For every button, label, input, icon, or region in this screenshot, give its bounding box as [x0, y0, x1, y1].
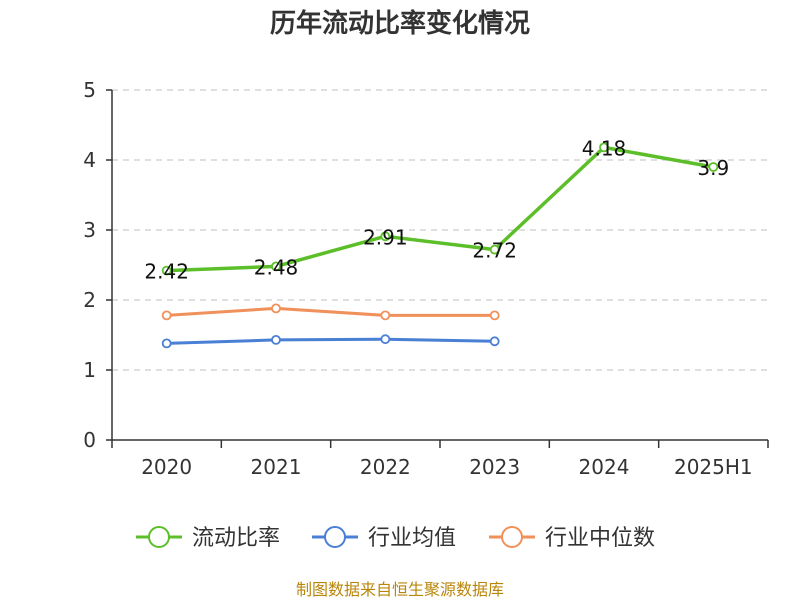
data-point — [271, 334, 281, 345]
legend[interactable]: 流动比率 行业均值 行业中位数 — [136, 526, 655, 551]
x-tick-label: 2020 — [141, 455, 192, 479]
data-point — [599, 142, 609, 153]
data-point — [161, 310, 172, 321]
data-labels: 2.42 2.48 2.91 2.72 4.18 3.9 — [144, 136, 729, 283]
legend-item-1[interactable]: 行业均值 — [312, 526, 456, 551]
series-line-0 — [166, 145, 714, 273]
legend-swatch-marker — [501, 526, 523, 548]
data-point — [161, 338, 172, 349]
series-line-2 — [166, 306, 495, 317]
data-point — [380, 310, 391, 321]
y-tick-label: 3 — [83, 218, 96, 242]
chart-title: 历年流动比率变化情况 — [270, 8, 530, 39]
grid — [112, 89, 768, 371]
data-point — [489, 310, 500, 321]
legend-swatch-marker — [324, 526, 346, 548]
x-tick-label: 2025H1 — [674, 455, 753, 479]
legend-label: 流动比率 — [192, 526, 280, 551]
y-tick-label: 1 — [83, 358, 96, 382]
data-point — [271, 303, 281, 314]
data-point — [161, 265, 172, 276]
y-tick-label: 0 — [83, 428, 96, 452]
x-tick-label: 2023 — [469, 455, 520, 479]
data-label: 2.91 — [363, 225, 408, 249]
data-point — [380, 334, 391, 345]
x-tick-label: 2021 — [251, 455, 302, 479]
legend-item-0[interactable]: 流动比率 — [136, 526, 280, 551]
data-point — [271, 261, 281, 272]
legend-item-2[interactable]: 行业中位数 — [489, 526, 655, 551]
source-note: 制图数据来自恒生聚源数据库 — [296, 580, 504, 599]
y-tick-label: 2 — [83, 288, 96, 312]
x-tick-label: 2024 — [579, 455, 630, 479]
data-label: 3.9 — [697, 156, 729, 180]
legend-swatch-marker — [148, 526, 170, 548]
y-tick-label: 4 — [83, 148, 96, 172]
data-label: 2.48 — [254, 255, 299, 279]
data-point — [489, 244, 500, 255]
data-point — [489, 336, 500, 347]
data-point — [708, 162, 719, 172]
data-label: 4.18 — [582, 136, 627, 160]
series-layer — [161, 142, 719, 349]
x-tick-label: 2022 — [360, 455, 411, 479]
legend-label: 行业均值 — [368, 526, 456, 551]
legend-label: 行业中位数 — [545, 526, 655, 551]
series-line-1 — [166, 337, 495, 345]
axes: 0 1 2 3 4 5 2020 2021 2022 2023 2024 2025H1 — [83, 78, 769, 479]
y-tick-label: 5 — [83, 78, 96, 102]
data-label: 2.72 — [472, 239, 517, 263]
data-point — [380, 231, 391, 242]
data-label: 2.42 — [144, 260, 189, 284]
